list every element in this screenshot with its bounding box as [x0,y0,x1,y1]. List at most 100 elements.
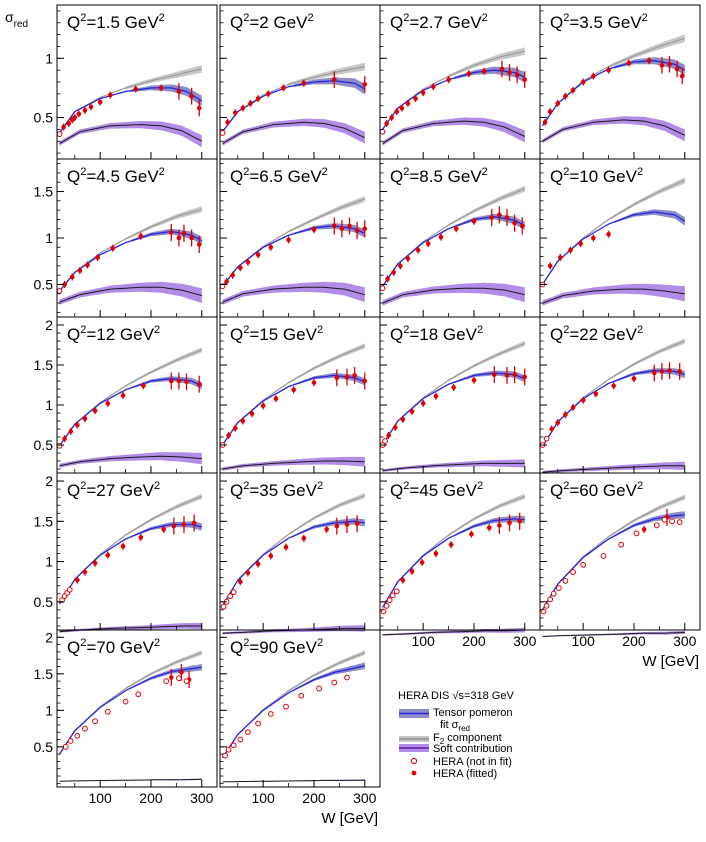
x-axis-label-right: W [GeV] [642,653,699,670]
f2-line [59,349,203,447]
data-point-fitted [409,409,415,414]
data-point-fitted [120,543,126,549]
panel-title: Q2=27 GeV2 [67,480,160,500]
data-point-fitted [76,111,82,117]
data-point-fitted [646,58,652,63]
x-tick-label: 200 [302,790,326,806]
data-point-not-in-fit [82,725,88,732]
soft-line [59,286,202,303]
data-point-not-in-fit [380,608,387,615]
data-point-fitted [179,670,184,675]
soft-line [382,629,525,636]
soft-line [59,124,203,145]
panel-q2-27: 0.5 1 1.5 2 Q2=27 GeV2 [34,472,218,633]
panel-q2-2: Q2=2 GeV2 [219,4,381,160]
f2-line [222,198,365,287]
data-point-fitted [606,67,611,73]
data-point-fitted [667,368,672,373]
panel-title: Q2=90 GeV2 [230,637,323,657]
data-point-fitted [547,263,553,269]
panel-title: Q2=60 GeV2 [550,480,643,500]
soft-band [222,118,365,146]
soft-band [222,456,365,471]
data-point-fitted [471,218,477,224]
panel-title: Q2=35 GeV2 [230,480,323,500]
data-point-fitted [189,235,194,241]
data-point-not-in-fit [135,691,142,698]
soft-line [222,779,365,783]
data-point-fitted [679,73,685,79]
soft-line [222,460,365,470]
data-point-fitted [352,373,357,378]
data-point-fitted [224,279,229,284]
data-point-fitted [405,101,411,106]
y-tick-label: 2 [45,317,53,333]
data-point-fitted [453,226,459,232]
data-point-not-in-fit [66,586,73,593]
y-tick-label: 1.5 [34,184,54,200]
legend-title: HERA DIS √s=318 GeV [398,690,514,702]
data-point-not-in-fit [67,738,74,744]
data-point-fitted [489,215,495,220]
data-point-fitted [504,373,510,378]
x-tick-label: 100 [88,790,112,806]
data-point-fitted [85,262,90,268]
data-point-fitted [517,519,522,524]
data-point-fitted [68,429,74,434]
x-tick-label: 100 [411,633,435,649]
data-point-fitted [331,77,337,82]
data-point-fitted [438,234,444,240]
data-point-fitted [245,259,251,265]
data-point-fitted [549,426,554,432]
data-point-fitted [61,124,66,130]
data-point-fitted [238,579,243,584]
panel-q2-10: Q2=10 GeV2 [539,158,701,318]
y-tick-label: 2 [45,629,53,645]
data-point-fitted [97,99,103,105]
data-point-fitted [522,77,528,82]
legend-open-label: HERA (not in fit) [433,756,512,768]
data-point-fitted [181,522,187,527]
legend-f2-label: F2 component [433,732,502,746]
panel-title: Q2=2.7 GeV2 [390,12,488,32]
data-point-fitted [75,577,80,583]
data-point-not-in-fit [379,285,386,292]
data-point-fitted [232,110,238,116]
soft-line [59,778,202,782]
data-point-fitted [433,551,439,556]
data-point-fitted [481,69,487,74]
f2-line [382,50,525,130]
soft-line [542,119,686,142]
panel-title: Q2=6.5 GeV2 [230,166,328,186]
data-point-fitted [176,89,182,94]
panel-q2-22: Q2=22 GeV2 [539,316,701,474]
data-point-fitted [677,369,682,374]
data-point-fitted [161,527,166,532]
data-point-fitted [138,535,144,540]
data-point-fitted [522,374,528,380]
data-point-fitted [240,418,246,424]
data-point-fitted [196,105,202,111]
soft-band [59,121,202,148]
x-tick-label: 200 [462,633,486,649]
panel-title: Q2=3.5 GeV2 [550,12,648,32]
x-tick-label: 100 [251,790,275,806]
soft-line [222,121,366,145]
data-point-fitted [504,215,510,220]
data-point-fitted [238,265,243,271]
data-point-fitted [105,552,111,558]
data-point-fitted [512,372,517,377]
data-point-fitted [168,230,174,235]
x-tick-label: 200 [139,790,163,806]
soft-line [542,465,685,473]
data-point-not-in-fit [230,742,237,749]
panel-title: Q2=4.5 GeV2 [67,166,165,186]
data-point-fitted [651,370,657,376]
data-point-fitted [301,535,307,541]
data-point-fitted [248,101,253,106]
panel-q2-90: 100 200 300 Q2=90 GeV2 [219,629,381,806]
panel-frame [539,472,701,631]
legend: HERA DIS √s=318 GeV Tensor pomeron fit σ… [398,690,514,780]
x-tick-label: 200 [622,633,646,649]
tensor-band [453,66,525,83]
